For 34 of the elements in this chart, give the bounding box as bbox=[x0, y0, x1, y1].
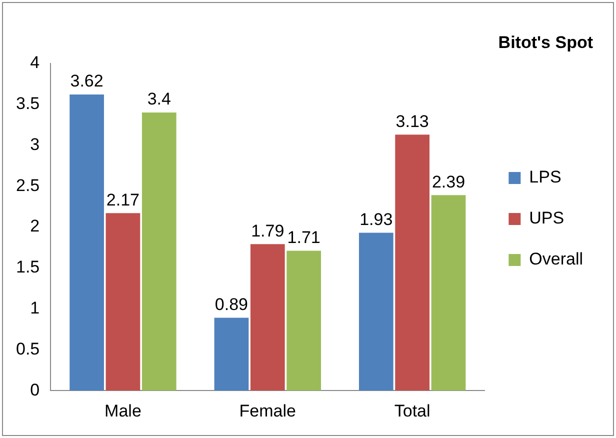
data-label: 2.17 bbox=[106, 190, 140, 210]
data-label: 1.79 bbox=[251, 221, 284, 240]
bar bbox=[395, 134, 430, 391]
legend-label: UPS bbox=[529, 208, 564, 228]
y-tick-label: 1 bbox=[30, 298, 40, 318]
y-tick-label: 0.5 bbox=[16, 339, 40, 358]
bar bbox=[106, 213, 140, 391]
bar bbox=[250, 244, 285, 391]
data-label: 3.62 bbox=[70, 72, 104, 91]
y-tick-label: 0 bbox=[30, 380, 40, 400]
legend-label: LPS bbox=[529, 168, 562, 187]
bar bbox=[358, 232, 394, 391]
bar bbox=[70, 94, 104, 391]
data-label: 1.93 bbox=[360, 210, 393, 229]
x-tick-label: Male bbox=[104, 401, 142, 420]
data-label: 1.71 bbox=[287, 228, 320, 247]
y-tick-label: 2.5 bbox=[16, 176, 40, 195]
bar bbox=[286, 250, 321, 391]
x-tick-label: Female bbox=[239, 401, 296, 420]
bar bbox=[431, 195, 466, 391]
y-tick-label: 2 bbox=[30, 216, 40, 236]
data-label: 3.4 bbox=[147, 90, 171, 109]
y-tick-label: 1.5 bbox=[16, 258, 40, 277]
data-label: 2.39 bbox=[432, 172, 466, 192]
bar bbox=[214, 318, 249, 391]
legend-label: Overall bbox=[529, 250, 584, 269]
y-tick-label: 4 bbox=[30, 53, 40, 72]
x-tick-label: Total bbox=[394, 401, 430, 420]
text: Bitot's Spot bbox=[498, 32, 594, 52]
y-tick-label: 3 bbox=[30, 134, 40, 154]
data-label: 0.89 bbox=[214, 294, 248, 314]
data-label: 3.13 bbox=[396, 112, 429, 131]
y-tick-label: 3.5 bbox=[16, 94, 40, 113]
bar bbox=[142, 112, 176, 391]
